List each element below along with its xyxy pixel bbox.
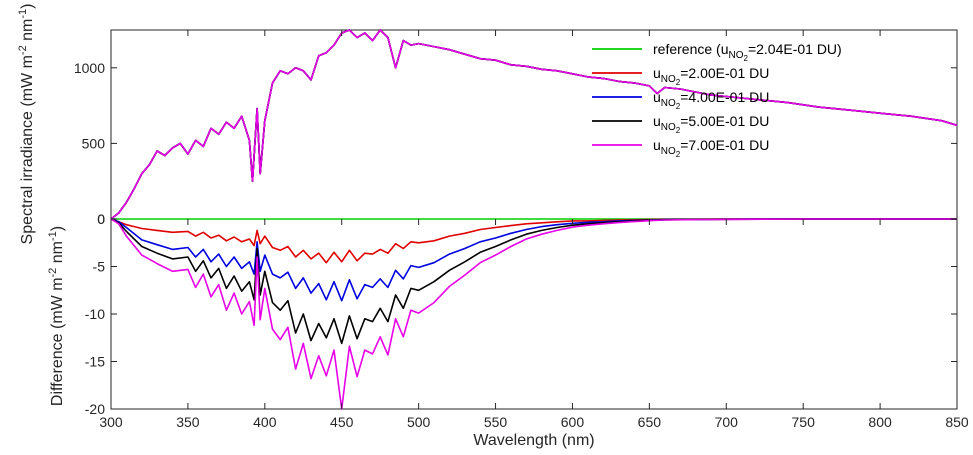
top-y-tick-label: 1000 (74, 60, 105, 76)
bottom-series-line-3 (110, 218, 957, 345)
bottom-series-line-1 (110, 218, 957, 264)
x-axis-label: Wavelength (nm) (473, 432, 594, 449)
bottom-y-tick-label: -20 (85, 401, 105, 417)
x-tick-label: 550 (484, 414, 508, 430)
bottom-y-tick-label: -5 (93, 259, 106, 275)
bottom-x-ticks: 300 350 400 450 500 550 600 650 700 750 800 850 (99, 30, 969, 430)
legend-label-0: reference (uNO2=2.04E-01 DU) (653, 41, 842, 63)
x-tick-label: 800 (868, 414, 892, 430)
bottom-y-tick-label: -15 (85, 354, 105, 370)
bottom-y-tick-label: -10 (85, 306, 105, 322)
top-y-tick-label: 500 (82, 135, 106, 151)
top-series-group (110, 29, 958, 220)
bottom-series-line-4 (110, 218, 957, 410)
legend: reference (uNO2=2.04E-01 DU)uNO2=2.00E-0… (592, 41, 842, 159)
bottom-series-line-2 (110, 218, 957, 302)
x-tick-label: 350 (176, 414, 200, 430)
legend-label-3: uNO2=5.00E-01 DU (653, 113, 769, 135)
x-tick-label: 750 (792, 414, 816, 430)
x-tick-label: 300 (99, 414, 123, 430)
legend-label-2: uNO2=4.00E-01 DU (653, 89, 769, 111)
x-tick-label: 450 (330, 414, 354, 430)
top-y-tick-label: 0 (97, 211, 105, 227)
legend-label-1: uNO2=2.00E-01 DU (653, 65, 769, 87)
x-tick-label: 700 (715, 414, 739, 430)
bottom-y-ticks: -20 -15 -10 -5 0 (85, 211, 957, 417)
top-panel: 0 500 1000 Spectral irradiance (mW m-2 nm-… (17, 4, 958, 245)
x-tick-label: 600 (561, 414, 585, 430)
x-tick-label: 500 (407, 414, 431, 430)
x-tick-label: 650 (638, 414, 662, 430)
top-series-line-4 (110, 29, 958, 220)
bottom-series-group (110, 218, 957, 410)
x-tick-label: 400 (253, 414, 277, 430)
legend-label-4: uNO2=7.00E-01 DU (653, 137, 769, 159)
x-tick-label: 850 (945, 414, 969, 430)
top-plot-frame (110, 29, 958, 220)
bottom-y-tick-label: 0 (97, 211, 105, 227)
top-y-axis-label: Spectral irradiance (mW m-2 nm-1) (17, 4, 36, 245)
bottom-plot-frame (110, 218, 958, 410)
bottom-panel: -20 -15 -10 -5 0 300 350 400 450 500 550 600 650 700… (47, 30, 969, 449)
bottom-y-axis-label: Difference (mW m-2 nm-1) (47, 226, 66, 406)
